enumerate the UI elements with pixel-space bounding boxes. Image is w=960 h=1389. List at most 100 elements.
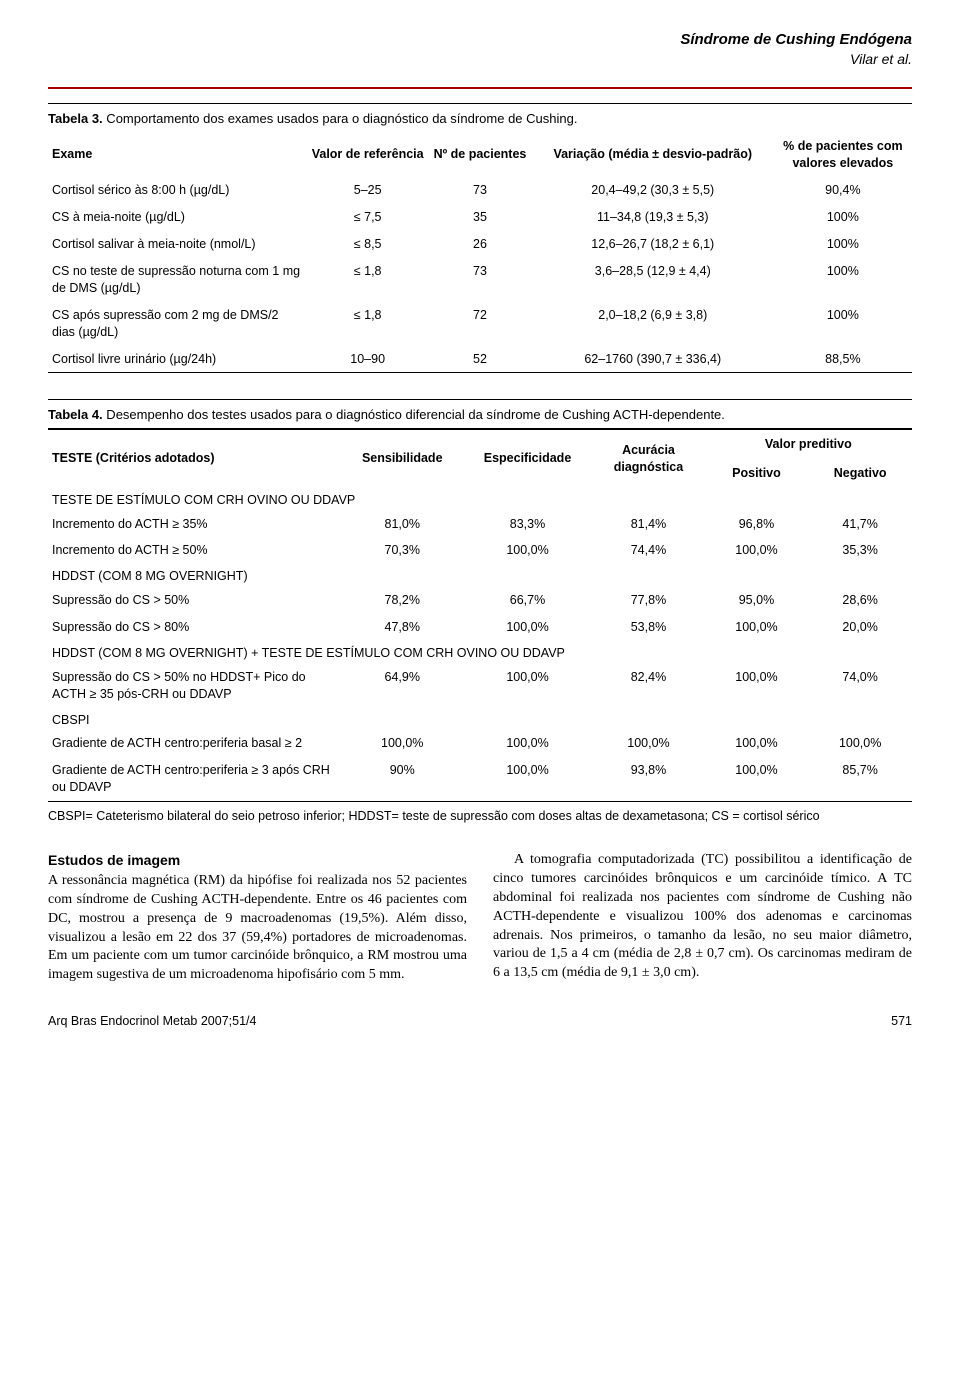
table-section-row: TESTE DE ESTÍMULO COM CRH OVINO OU DDAVP — [48, 488, 912, 511]
t4-neg: 41,7% — [808, 511, 912, 538]
t3-n: 72 — [428, 302, 532, 346]
t4-teste: Supressão do CS > 80% — [48, 614, 342, 641]
t4-sens: 90% — [342, 757, 463, 801]
t4-sens: 81,0% — [342, 511, 463, 538]
table-3-caption: Tabela 3. Comportamento dos exames usado… — [48, 110, 912, 128]
t4-espec: 100,0% — [463, 757, 593, 801]
t3-exame: Cortisol livre urinário (µg/24h) — [48, 346, 307, 373]
t4-espec: 83,3% — [463, 511, 593, 538]
t4-header-row-1: TESTE (Critérios adotados) Sensibilidade… — [48, 430, 912, 459]
footer-journal: Arq Bras Endocrinol Metab 2007;51/4 — [48, 1013, 256, 1030]
t4-section-title: HDDST (COM 8 MG OVERNIGHT) — [48, 564, 912, 587]
t3-pct: 100% — [774, 231, 912, 258]
t3-valor: ≤ 8,5 — [307, 231, 428, 258]
table-4-caption: Tabela 4. Desempenho dos testes usados p… — [48, 406, 912, 424]
t3-exame: CS à meia-noite (µg/dL) — [48, 204, 307, 231]
table-row: Supressão do CS > 80%47,8%100,0%53,8%100… — [48, 614, 912, 641]
t4-h-neg: Negativo — [808, 459, 912, 488]
t4-pos: 100,0% — [705, 537, 809, 564]
t4-neg: 85,7% — [808, 757, 912, 801]
t4-top-rule — [48, 399, 912, 400]
table-3-block: Tabela 3. Comportamento dos exames usado… — [48, 103, 912, 373]
body-col-left: Estudos de imagem A ressonância magnétic… — [48, 851, 467, 985]
t4-sens: 78,2% — [342, 587, 463, 614]
body-columns: Estudos de imagem A ressonância magnétic… — [48, 851, 912, 985]
t4-espec: 100,0% — [463, 664, 593, 708]
t3-var: 20,4–49,2 (30,3 ± 5,5) — [532, 177, 774, 204]
t4-neg: 35,3% — [808, 537, 912, 564]
t4-sens: 47,8% — [342, 614, 463, 641]
t3-var: 11–34,8 (19,3 ± 5,3) — [532, 204, 774, 231]
t4-sens: 100,0% — [342, 730, 463, 757]
t3-caption-bold: Tabela 3. — [48, 111, 103, 126]
t3-var: 2,0–18,2 (6,9 ± 3,8) — [532, 302, 774, 346]
t3-pct: 100% — [774, 302, 912, 346]
table-row: CS no teste de supressão noturna com 1 m… — [48, 258, 912, 302]
t3-valor: 10–90 — [307, 346, 428, 373]
t4-espec: 100,0% — [463, 730, 593, 757]
t4-espec: 100,0% — [463, 537, 593, 564]
t3-var: 12,6–26,7 (18,2 ± 6,1) — [532, 231, 774, 258]
t3-pct: 88,5% — [774, 346, 912, 373]
t4-h-pos: Positivo — [705, 459, 809, 488]
table-3: Exame Valor de referência Nº de paciente… — [48, 132, 912, 373]
t3-var: 62–1760 (390,7 ± 336,4) — [532, 346, 774, 373]
t3-valor: ≤ 1,8 — [307, 258, 428, 302]
table-row: Incremento do ACTH ≥ 35%81,0%83,3%81,4%9… — [48, 511, 912, 538]
t4-bottom-rule — [48, 801, 912, 802]
t4-caption-bold: Tabela 4. — [48, 407, 103, 422]
t3-pct: 90,4% — [774, 177, 912, 204]
t3-top-rule — [48, 103, 912, 104]
t4-neg: 28,6% — [808, 587, 912, 614]
t3-exame: CS após supressão com 2 mg de DMS/2 dias… — [48, 302, 307, 346]
t3-bottom-rule — [48, 372, 912, 373]
footer-page: 571 — [891, 1013, 912, 1030]
t4-h-sens: Sensibilidade — [342, 430, 463, 488]
t4-acur: 82,4% — [592, 664, 704, 708]
table-row: CS após supressão com 2 mg de DMS/2 dias… — [48, 302, 912, 346]
table-row: Cortisol livre urinário (µg/24h)10–90526… — [48, 346, 912, 373]
t4-pos: 100,0% — [705, 614, 809, 641]
right-text: A tomografia computadorizada (TC) possib… — [493, 851, 912, 983]
t4-section-title: HDDST (COM 8 MG OVERNIGHT) + TESTE DE ES… — [48, 641, 912, 664]
t4-acur: 93,8% — [592, 757, 704, 801]
t4-pos: 96,8% — [705, 511, 809, 538]
t4-h-acur: Acurácia diagnóstica — [592, 430, 704, 488]
t3-h-pct: % de pacientes com valores elevados — [774, 132, 912, 178]
t3-valor: 5–25 — [307, 177, 428, 204]
t3-h-exame: Exame — [48, 132, 307, 178]
t3-h-n: Nº de pacientes — [428, 132, 532, 178]
t3-n: 52 — [428, 346, 532, 373]
left-heading: Estudos de imagem — [48, 851, 467, 870]
t4-acur: 100,0% — [592, 730, 704, 757]
t3-valor: ≤ 7,5 — [307, 204, 428, 231]
table-section-row: CBSPI — [48, 708, 912, 731]
t3-valor: ≤ 1,8 — [307, 302, 428, 346]
t3-h-valor: Valor de referência — [307, 132, 428, 178]
table-row: Cortisol salivar à meia-noite (nmol/L)≤ … — [48, 231, 912, 258]
t3-caption-rest: Comportamento dos exames usados para o d… — [103, 111, 578, 126]
left-text: A ressonância magnética (RM) da hipófise… — [48, 873, 467, 982]
table-4-block: Tabela 4. Desempenho dos testes usados p… — [48, 399, 912, 825]
t3-var: 3,6–28,5 (12,9 ± 4,4) — [532, 258, 774, 302]
t4-teste: Incremento do ACTH ≥ 50% — [48, 537, 342, 564]
table-section-row: HDDST (COM 8 MG OVERNIGHT) + TESTE DE ES… — [48, 641, 912, 664]
t4-pos: 100,0% — [705, 664, 809, 708]
page-footer: Arq Bras Endocrinol Metab 2007;51/4 571 — [48, 1013, 912, 1030]
t3-pct: 100% — [774, 204, 912, 231]
t4-teste: Gradiente de ACTH centro:periferia basal… — [48, 730, 342, 757]
t3-h-var: Variação (média ± desvio-padrão) — [532, 132, 774, 178]
t4-teste: Gradiente de ACTH centro:periferia ≥ 3 a… — [48, 757, 342, 801]
t4-h-teste: TESTE (Critérios adotados) — [48, 430, 342, 488]
t4-teste: Supressão do CS > 50% no HDDST+ Pico do … — [48, 664, 342, 708]
t4-acur: 77,8% — [592, 587, 704, 614]
table-4: TESTE (Critérios adotados) Sensibilidade… — [48, 430, 912, 801]
t4-pos: 100,0% — [705, 730, 809, 757]
body-col-right: A tomografia computadorizada (TC) possib… — [493, 851, 912, 985]
table-row: Supressão do CS > 50% no HDDST+ Pico do … — [48, 664, 912, 708]
t3-n: 26 — [428, 231, 532, 258]
t3-n: 73 — [428, 177, 532, 204]
t4-pos: 100,0% — [705, 757, 809, 801]
t4-acur: 81,4% — [592, 511, 704, 538]
t3-n: 73 — [428, 258, 532, 302]
